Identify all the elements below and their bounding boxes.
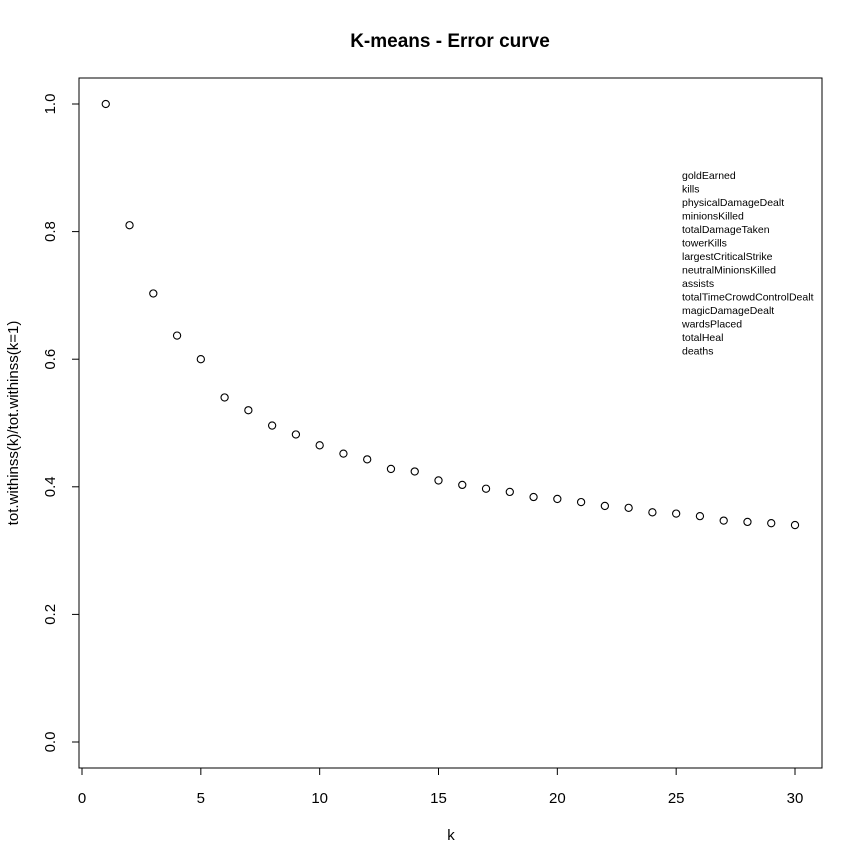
data-point [790, 520, 800, 530]
y-tick-label: 0.4 [42, 476, 59, 497]
annotation-line: minionsKilled [682, 211, 744, 223]
x-axis-label: k [447, 827, 455, 844]
data-point [244, 406, 253, 415]
data-point [553, 494, 562, 504]
x-tick-label: 20 [549, 790, 566, 807]
data-point [101, 99, 110, 109]
chart-title: K-means - Error curve [350, 31, 550, 52]
data-point [624, 503, 633, 513]
data-point [434, 476, 443, 485]
annotation-line: kills [682, 184, 700, 196]
annotation-line: assists [682, 278, 714, 290]
data-point [267, 421, 277, 430]
annotation-line: towerKills [682, 238, 727, 250]
data-point [291, 430, 301, 439]
data-point [410, 467, 419, 476]
data-point [386, 464, 396, 474]
annotation-line: deaths [682, 346, 714, 358]
data-points [101, 99, 800, 530]
x-tick-label: 30 [787, 790, 804, 807]
annotation-line: neutralMinionsKilled [682, 265, 776, 277]
x-tick-label: 5 [197, 790, 205, 807]
data-point [458, 480, 467, 490]
annotation-line: totalHeal [682, 332, 723, 344]
data-point [648, 508, 657, 517]
y-tick-label: 0.8 [42, 221, 59, 242]
y-axis: 0.0 0.2 0.4 0.6 0.8 1.0 [42, 94, 80, 753]
annotation-line: largestCriticalStrike [682, 251, 773, 263]
x-tick-label: 10 [311, 790, 328, 807]
data-point [220, 393, 229, 402]
data-point [149, 289, 158, 298]
annotation-line: goldEarned [682, 170, 736, 182]
x-tick-label: 15 [430, 790, 447, 807]
data-point [339, 449, 348, 458]
data-point [672, 509, 681, 518]
data-point [743, 517, 752, 527]
annotation-line: magicDamageDealt [682, 305, 774, 317]
data-point [481, 484, 491, 493]
x-tick-label: 25 [668, 790, 685, 807]
annotation-line: totalDamageTaken [682, 224, 770, 236]
y-axis-label: tot.withinss(k)/tot.withinss(k=1) [5, 321, 22, 526]
data-point [505, 487, 514, 497]
x-tick-label: 0 [78, 790, 86, 807]
data-point [529, 492, 538, 502]
annotation-line: physicalDamageDealt [682, 197, 784, 209]
data-point [767, 519, 776, 528]
y-tick-label: 0.2 [42, 604, 59, 625]
annotation-line: totalTimeCrowdControlDealt [682, 292, 814, 304]
data-point [576, 497, 586, 507]
data-point [196, 355, 205, 364]
data-point [719, 516, 728, 525]
y-tick-label: 1.0 [42, 94, 59, 115]
y-tick-label: 0.0 [42, 732, 59, 753]
data-point [695, 511, 705, 521]
y-tick-label: 0.6 [42, 349, 59, 370]
data-point [172, 331, 182, 340]
annotation-line: wardsPlaced [681, 319, 742, 331]
x-axis: 0 5 10 15 20 25 30 [78, 767, 804, 807]
data-point [600, 501, 610, 511]
data-point [125, 221, 134, 230]
data-point [363, 455, 372, 464]
data-point [315, 441, 324, 450]
